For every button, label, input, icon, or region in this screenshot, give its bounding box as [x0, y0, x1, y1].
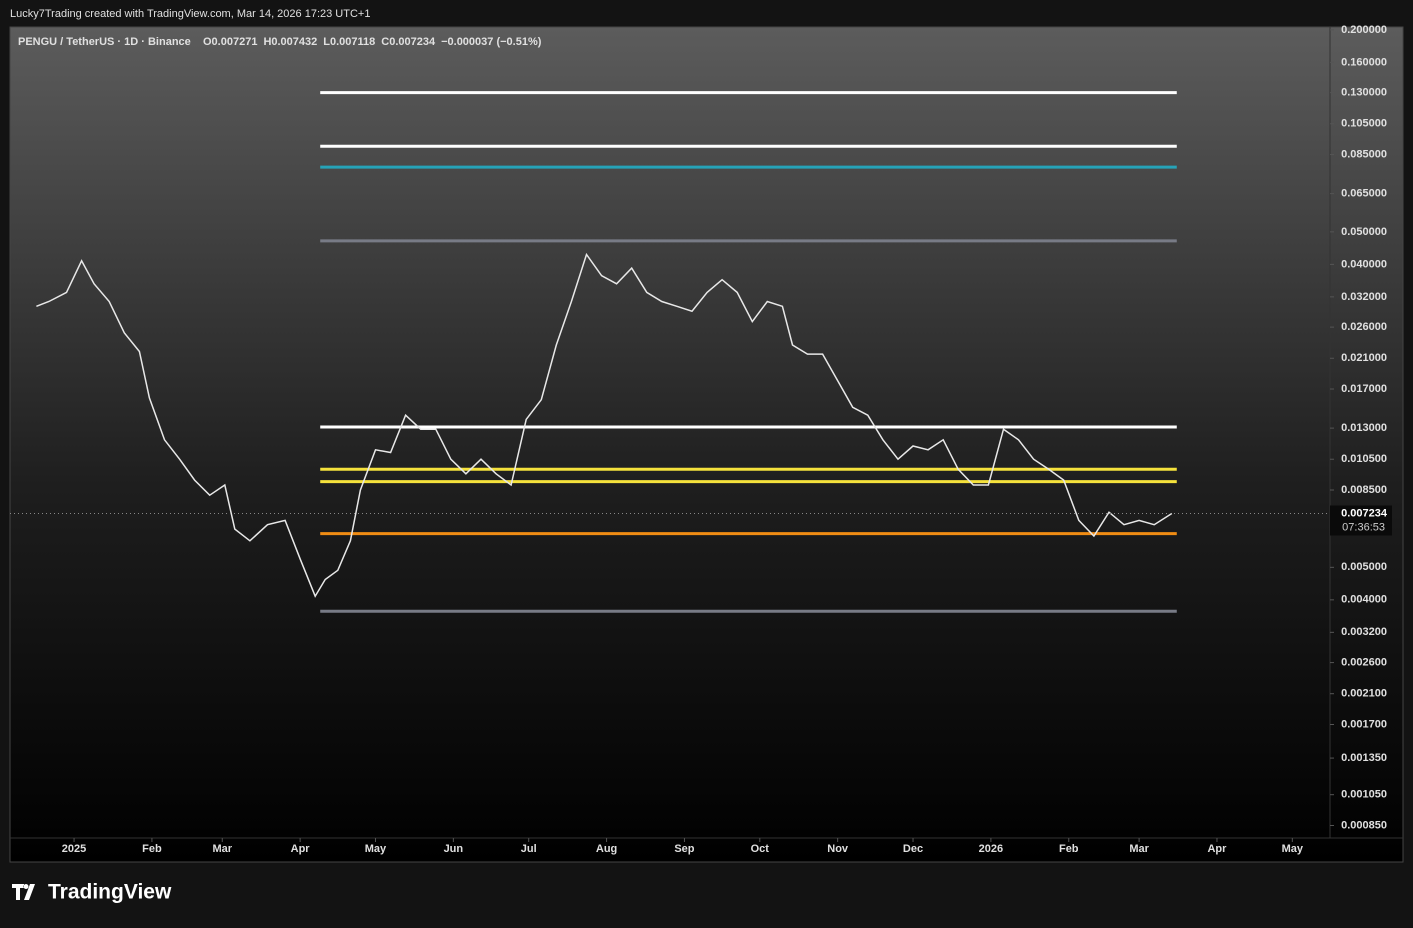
x-tick-label: Apr — [291, 843, 311, 855]
price-line — [36, 252, 1173, 598]
x-tick-label: Aug — [596, 843, 617, 855]
ohlc-item: O0.007271 — [203, 36, 257, 48]
y-tick-label: 0.130000 — [1341, 87, 1387, 99]
logo-icon — [12, 884, 35, 900]
x-tick-label: 2025 — [62, 843, 86, 855]
x-tick-label: May — [1282, 843, 1304, 855]
x-tick-label: Nov — [827, 843, 849, 855]
x-tick-label: May — [365, 843, 387, 855]
y-tick-label: 0.200000 — [1341, 24, 1387, 36]
y-tick-label: 0.005000 — [1341, 561, 1387, 573]
y-tick-label: 0.105000 — [1341, 118, 1387, 130]
x-tick-label: Apr — [1207, 843, 1227, 855]
y-tick-label: 0.017000 — [1341, 383, 1387, 395]
y-tick-label: 0.003200 — [1341, 626, 1387, 638]
y-tick-label: 0.160000 — [1341, 56, 1387, 68]
y-tick-label: 0.040000 — [1341, 258, 1387, 270]
logo-text: TradingView — [48, 881, 172, 904]
ohlc-item: L0.007118 — [323, 36, 375, 48]
price-label-box — [1330, 505, 1392, 536]
y-tick-label: 0.001700 — [1341, 718, 1387, 730]
x-tick-label: Oct — [751, 843, 770, 855]
symbol: PENGU / TetherUS · 1D · Binance — [18, 36, 191, 48]
y-tick-label: 0.001050 — [1341, 789, 1387, 801]
x-tick-label: Jun — [444, 843, 464, 855]
chart-panel — [9, 26, 1404, 863]
x-tick-label: Mar — [1129, 843, 1149, 855]
x-tick-label: Feb — [142, 843, 162, 855]
ohlc-item: H0.007432 — [263, 36, 317, 48]
x-tick-label: Feb — [1059, 843, 1079, 855]
countdown: 07:36:53 — [1342, 521, 1385, 533]
ohlc-item: −0.000037 (−0.51%) — [441, 36, 542, 48]
x-tick-label: Dec — [903, 843, 923, 855]
y-tick-label: 0.032000 — [1341, 291, 1387, 303]
y-tick-label: 0.065000 — [1341, 188, 1387, 200]
y-tick-label: 0.004000 — [1341, 594, 1387, 606]
y-tick-label: 0.000850 — [1341, 819, 1387, 831]
y-tick-label: 0.001350 — [1341, 752, 1387, 764]
x-tick-label: 2026 — [979, 843, 1003, 855]
y-tick-label: 0.010500 — [1341, 453, 1387, 465]
x-tick-label: Jul — [521, 843, 537, 855]
y-tick-label: 0.002600 — [1341, 656, 1387, 668]
price-label: 0.007234 — [1341, 507, 1388, 519]
y-tick-label: 0.050000 — [1341, 226, 1387, 238]
y-tick-label: 0.013000 — [1341, 422, 1387, 434]
ohlc-values: O0.007271 H0.007432 L0.007118 C0.007234 −0.0… — [203, 36, 542, 48]
attribution: Lucky7Trading created with TradingView.c… — [10, 8, 370, 20]
y-tick-label: 0.002100 — [1341, 688, 1387, 700]
y-tick-label: 0.085000 — [1341, 148, 1387, 160]
y-tick-label: 0.021000 — [1341, 352, 1387, 364]
ohlc-item: C0.007234 — [381, 36, 436, 48]
x-tick-label: Mar — [212, 843, 232, 855]
x-tick-label: Sep — [674, 843, 694, 855]
y-tick-label: 0.026000 — [1341, 321, 1387, 333]
y-tick-label: 0.008500 — [1341, 484, 1387, 496]
